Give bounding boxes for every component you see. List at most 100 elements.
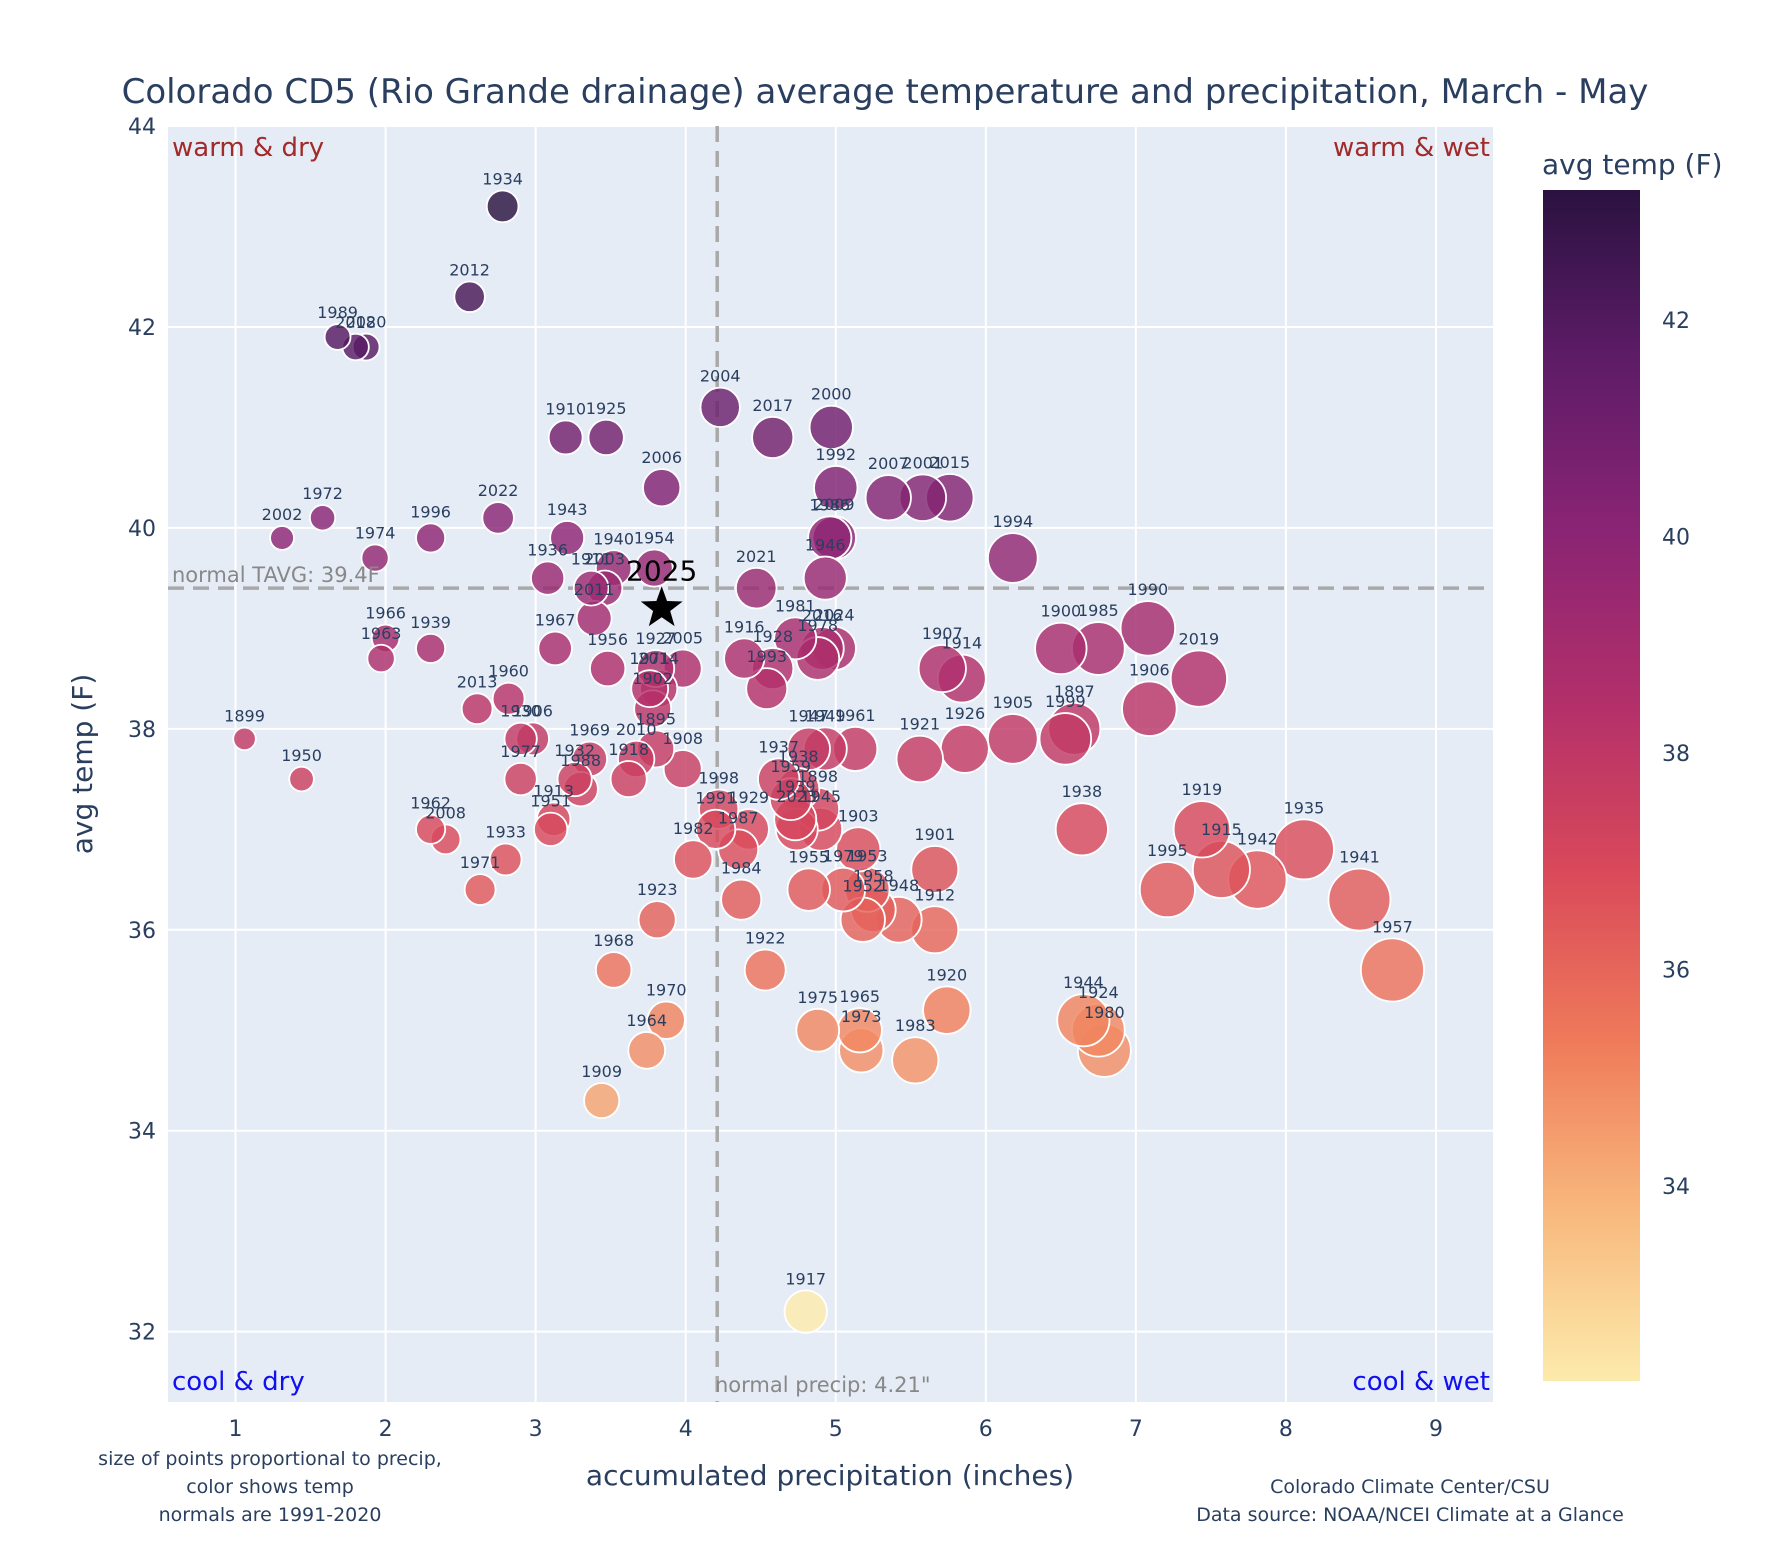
x-tick-label: 3 bbox=[529, 1417, 543, 1442]
point-label: 1982 bbox=[673, 819, 714, 838]
point-2007 bbox=[864, 474, 912, 522]
point-label: 1990 bbox=[1128, 580, 1169, 599]
point-1916 bbox=[723, 637, 766, 680]
point-1939 bbox=[415, 632, 447, 664]
point-label: 1945 bbox=[800, 787, 841, 806]
x-tick-label: 4 bbox=[679, 1417, 693, 1442]
point-label: 1895 bbox=[635, 709, 676, 728]
y-tick-label: 44 bbox=[128, 115, 156, 140]
point-label: 1953 bbox=[847, 846, 888, 865]
point-label: 1903 bbox=[838, 806, 879, 825]
point-label: 1957 bbox=[1372, 917, 1413, 936]
point-label: 1922 bbox=[745, 928, 786, 947]
point-1932 bbox=[556, 761, 593, 798]
point-1910 bbox=[547, 419, 584, 456]
x-tick-label: 5 bbox=[829, 1417, 843, 1442]
x-axis-title: accumulated precipitation (inches) bbox=[586, 1459, 1074, 1492]
point-1922 bbox=[743, 948, 787, 992]
point-label: 1912 bbox=[914, 885, 955, 904]
point-label: 1906 bbox=[512, 701, 553, 720]
point-1917 bbox=[783, 1289, 828, 1334]
colorbar-tick-label: 36 bbox=[1662, 959, 1690, 984]
colorbar-tick-label: 42 bbox=[1662, 309, 1690, 334]
point-label: 1917 bbox=[785, 1269, 826, 1288]
point-1930 bbox=[503, 721, 538, 756]
y-tick-label: 36 bbox=[128, 919, 156, 944]
point-2004 bbox=[699, 386, 741, 428]
x-tick-label: 8 bbox=[1279, 1417, 1293, 1442]
point-label: 1932 bbox=[554, 741, 595, 760]
point-label: 2008 bbox=[425, 803, 466, 822]
data-points bbox=[232, 189, 1425, 1334]
point-label: 1988 bbox=[560, 751, 601, 770]
point-label: 1915 bbox=[1201, 820, 1242, 839]
point-label: 1967 bbox=[535, 611, 576, 630]
point-1974 bbox=[360, 543, 390, 573]
normal-temp-label: normal TAVG: 39.4F bbox=[172, 563, 380, 587]
point-label: 1950 bbox=[281, 746, 322, 765]
point-2000 bbox=[808, 404, 854, 450]
colorbar-title: avg temp (F) bbox=[1542, 148, 1723, 181]
point-1925 bbox=[587, 418, 625, 457]
footnote-right-line: Data source: NOAA/NCEI Climate at a Glan… bbox=[1196, 1504, 1624, 1526]
point-label: 2004 bbox=[700, 367, 741, 386]
point-label: 1925 bbox=[586, 399, 627, 418]
point-label: 1911 bbox=[571, 550, 612, 569]
point-1971 bbox=[463, 873, 497, 906]
point-label: 1913 bbox=[533, 781, 574, 800]
star-2025 bbox=[640, 586, 683, 627]
y-tick-label: 40 bbox=[128, 517, 156, 542]
point-label: 1968 bbox=[593, 931, 634, 950]
point-label: 2022 bbox=[478, 481, 519, 500]
point-1972 bbox=[308, 504, 337, 532]
point-label: 2021 bbox=[736, 547, 777, 566]
point-label: 1921 bbox=[899, 715, 940, 734]
point-2017 bbox=[751, 415, 795, 460]
colorbar-tick-label: 40 bbox=[1662, 525, 1690, 550]
point-label: 1991 bbox=[695, 789, 736, 808]
point-label: 1934 bbox=[482, 170, 523, 189]
point-label: 1962 bbox=[410, 794, 451, 813]
point-label: 1961 bbox=[835, 706, 876, 725]
point-label: 2020 bbox=[346, 313, 387, 332]
point-label: 1946 bbox=[805, 536, 846, 555]
point-label: 1939 bbox=[410, 613, 451, 632]
point-1993 bbox=[745, 667, 789, 711]
point-1999 bbox=[1038, 712, 1093, 766]
point-label: 1964 bbox=[626, 1011, 667, 1030]
point-label: 1935 bbox=[1284, 798, 1325, 817]
point-label: 1929 bbox=[728, 788, 769, 807]
colorbar-tick-label: 34 bbox=[1662, 1175, 1690, 1200]
point-label: 1954 bbox=[634, 529, 675, 548]
point-label: 1994 bbox=[992, 512, 1033, 531]
point-label: 2007 bbox=[868, 454, 909, 473]
star-2025-label: 2025 bbox=[626, 554, 697, 587]
point-1919 bbox=[1172, 800, 1232, 859]
point-label: 1902 bbox=[632, 669, 673, 688]
point-label: 1920 bbox=[926, 965, 967, 984]
point-2019 bbox=[1169, 649, 1228, 708]
point-label: 1909 bbox=[581, 1062, 622, 1081]
y-tick-label: 42 bbox=[128, 316, 156, 341]
point-1984 bbox=[720, 878, 763, 921]
point-label: 1900 bbox=[1040, 602, 1081, 621]
point-label: 1907 bbox=[922, 624, 963, 643]
point-label: 1908 bbox=[662, 729, 703, 748]
point-label: 2016 bbox=[802, 606, 843, 625]
point-label: 1944 bbox=[1063, 973, 1104, 992]
y-axis-ticks: 32 34 36 38 40 42 44 bbox=[128, 115, 156, 1346]
point-label: 1927 bbox=[635, 629, 676, 648]
point-label: 1965 bbox=[839, 987, 880, 1006]
point-label: 1906 bbox=[1129, 660, 1170, 679]
point-1906 bbox=[1121, 680, 1178, 737]
point-1901 bbox=[910, 845, 960, 894]
point-1975 bbox=[795, 1007, 841, 1053]
point-label: 1974 bbox=[355, 523, 396, 542]
point-1957 bbox=[1359, 937, 1425, 1003]
point-1977 bbox=[503, 761, 538, 797]
point-label: 2019 bbox=[1179, 629, 1220, 648]
point-1900 bbox=[1034, 621, 1088, 676]
point-1964 bbox=[627, 1031, 666, 1070]
point-1937 bbox=[757, 757, 801, 801]
y-tick-label: 38 bbox=[128, 718, 156, 743]
